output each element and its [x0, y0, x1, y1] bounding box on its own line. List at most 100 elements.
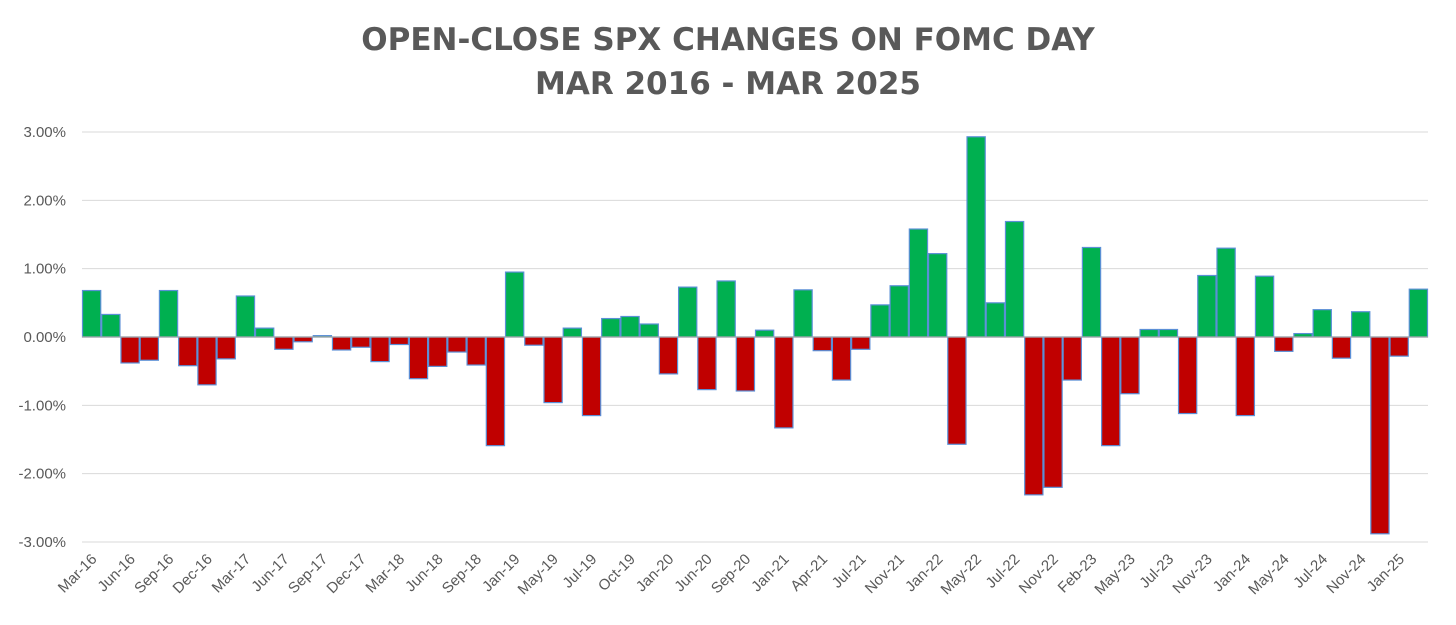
grid-lines — [82, 131, 1428, 543]
bar — [620, 315, 640, 338]
bar — [966, 136, 986, 338]
x-tick-label: Nov-22 — [1016, 551, 1062, 597]
bar — [178, 336, 198, 367]
y-tick-label: 0.00% — [23, 329, 66, 346]
bar — [274, 336, 294, 350]
x-tick-label: Jul-19 — [559, 551, 600, 592]
bar — [408, 336, 429, 380]
bar — [677, 286, 698, 338]
bar — [1004, 220, 1025, 338]
bar — [466, 336, 486, 366]
bar — [1120, 336, 1140, 395]
bar — [235, 295, 256, 338]
bar — [1062, 336, 1082, 381]
y-tick-label: 2.00% — [23, 192, 66, 209]
x-tick-label: Mar-17 — [209, 551, 255, 597]
x-tick-label: Oct-19 — [595, 551, 639, 595]
bar — [216, 336, 236, 360]
bar — [1024, 336, 1044, 496]
bar — [524, 336, 544, 346]
x-tick-label: Mar-18 — [362, 551, 408, 597]
bar — [639, 323, 659, 338]
x-tick-label: Sep-18 — [439, 551, 485, 597]
bar — [601, 317, 621, 338]
bar — [754, 329, 775, 338]
bar — [658, 336, 679, 375]
bar — [1408, 288, 1429, 338]
bar — [831, 336, 852, 381]
bar — [389, 336, 409, 346]
bar — [101, 313, 121, 338]
x-tick-label: Jan-25 — [1364, 551, 1408, 595]
bar — [927, 253, 948, 338]
x-tick-label: Jun-20 — [671, 551, 715, 595]
bar — [812, 336, 833, 352]
bar — [1081, 246, 1102, 338]
bar — [793, 289, 813, 338]
x-tick-label: Jun-18 — [402, 551, 446, 595]
x-tick-label: Nov-24 — [1323, 551, 1369, 597]
y-tick-label: -1.00% — [18, 397, 66, 414]
bar — [81, 289, 102, 338]
y-tick-label: -3.00% — [18, 534, 66, 551]
bar — [870, 304, 890, 338]
bar — [716, 280, 736, 338]
bar — [1043, 336, 1063, 488]
bar — [139, 336, 160, 361]
chart-title: OPEN-CLOSE SPX CHANGES ON FOMC DAY — [361, 22, 1095, 58]
bar — [1197, 274, 1217, 338]
bar — [1177, 336, 1198, 415]
bar — [1235, 336, 1256, 417]
bar — [1370, 336, 1390, 535]
bar — [485, 336, 506, 447]
x-tick-label: Jan-20 — [633, 551, 677, 595]
bar — [697, 336, 717, 391]
bar — [331, 336, 352, 351]
bar — [1158, 328, 1179, 338]
x-tick-label: Sep-16 — [131, 551, 177, 597]
bar — [1350, 311, 1371, 338]
bar — [562, 327, 583, 338]
x-tick-label: May-23 — [1091, 551, 1138, 598]
y-tick-labels: 3.00% 2.00% 1.00% 0.00% -1.00% -2.00% -3.00% — [18, 124, 66, 551]
bar — [254, 327, 275, 338]
bar — [851, 336, 871, 350]
bar — [504, 271, 525, 338]
bar — [581, 336, 602, 417]
bar — [120, 336, 140, 364]
bar — [1389, 336, 1409, 357]
x-tick-label: Sep-17 — [285, 551, 331, 597]
bar — [1331, 336, 1352, 359]
x-tick-label: May-24 — [1245, 551, 1292, 598]
x-tick-label: Sep-20 — [708, 551, 754, 597]
x-tick-label: Dec-17 — [323, 551, 369, 597]
chart-subtitle: MAR 2016 - MAR 2025 — [534, 66, 922, 102]
bar — [197, 336, 217, 386]
x-tick-label: Jun-16 — [94, 551, 138, 595]
bar — [543, 336, 563, 404]
bar — [1216, 247, 1236, 338]
bar — [428, 336, 448, 367]
bar — [1101, 336, 1121, 447]
x-tick-label: Nov-21 — [862, 551, 908, 597]
bar — [1312, 309, 1332, 338]
bar — [774, 336, 794, 429]
x-tick-labels: Mar-16Jun-16Sep-16Dec-16Mar-17Jun-17Sep-… — [55, 551, 1408, 598]
x-tick-label: Dec-16 — [170, 551, 216, 597]
x-tick-label: May-22 — [938, 551, 985, 598]
bars — [81, 136, 1429, 535]
bar — [1254, 275, 1275, 338]
bar — [735, 336, 756, 392]
bar — [947, 336, 967, 445]
y-tick-label: 3.00% — [23, 124, 66, 141]
bar — [1274, 336, 1294, 352]
bar — [158, 289, 179, 338]
x-tick-label: Nov-23 — [1169, 551, 1215, 597]
x-tick-label: Apr-21 — [787, 551, 831, 595]
bar — [908, 228, 929, 338]
x-tick-label: May-19 — [515, 551, 562, 598]
bar — [370, 336, 390, 363]
y-tick-label: -2.00% — [18, 466, 66, 483]
